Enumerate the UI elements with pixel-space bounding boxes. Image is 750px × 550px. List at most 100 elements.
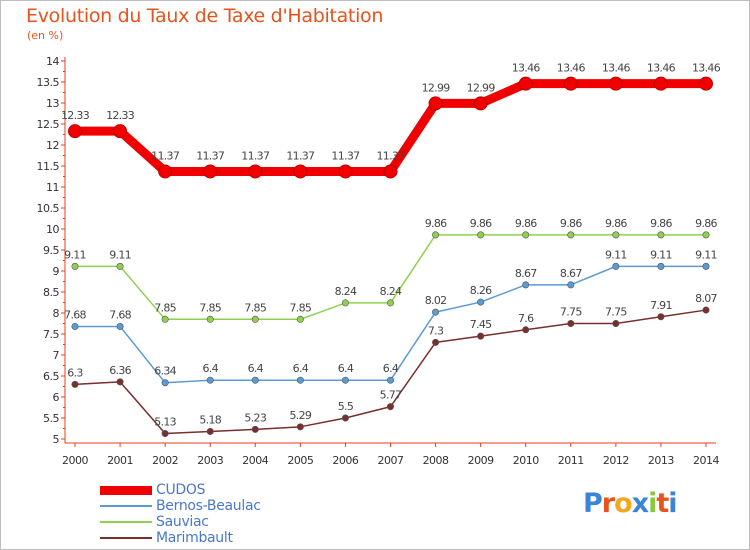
data-label-cudos: 11.37: [331, 149, 360, 162]
data-label-marimbault: 7.75: [605, 306, 627, 319]
data-point-bernos-beaulac: [657, 262, 665, 270]
data-point-sauviac: [341, 299, 349, 307]
data-point-marimbault: [522, 326, 530, 334]
data-point-bernos-beaulac: [296, 376, 304, 384]
x-tick-label: 2004: [242, 454, 268, 467]
data-label-sauviac: 7.85: [154, 301, 176, 314]
data-point-marimbault: [702, 306, 710, 314]
data-label-sauviac: 8.24: [335, 285, 357, 298]
data-label-bernos-beaulac: 8.02: [425, 294, 447, 307]
x-tick-label: 2007: [378, 454, 404, 467]
legend-label-marimbault: Marimbault: [156, 530, 233, 546]
data-label-sauviac: 8.24: [380, 285, 402, 298]
data-label-bernos-beaulac: 8.26: [470, 284, 492, 297]
data-label-sauviac: 9.11: [64, 248, 86, 261]
data-label-cudos: 12.99: [467, 81, 496, 94]
x-tick-label: 2014: [693, 454, 719, 467]
data-point-cudos: [699, 76, 713, 91]
data-point-marimbault: [612, 319, 620, 327]
logo-letter: P: [583, 488, 603, 519]
legend-swatch-marimbault: [100, 537, 152, 539]
data-label-sauviac: 9.86: [515, 217, 537, 230]
data-label-marimbault: 7.91: [650, 299, 672, 312]
data-point-bernos-beaulac: [702, 262, 710, 270]
data-label-bernos-beaulac: 6.4: [203, 362, 219, 375]
data-label-sauviac: 9.86: [695, 217, 717, 230]
data-label-marimbault: 6.3: [67, 366, 83, 379]
data-label-sauviac: 7.85: [199, 301, 221, 314]
legend-swatch-bernos-beaulac: [100, 505, 152, 507]
data-label-bernos-beaulac: 7.68: [64, 308, 86, 321]
data-label-cudos: 11.37: [151, 149, 180, 162]
data-point-cudos: [383, 164, 398, 179]
data-point-marimbault: [567, 319, 575, 327]
data-label-cudos: 12.33: [61, 109, 90, 122]
data-label-sauviac: 9.86: [425, 217, 447, 230]
x-tick-label: 2008: [423, 454, 449, 467]
data-label-cudos: 13.46: [602, 62, 631, 75]
data-label-marimbault: 5.77: [380, 389, 402, 402]
data-point-sauviac: [251, 315, 259, 323]
data-point-marimbault: [657, 313, 665, 321]
data-label-cudos: 12.33: [106, 109, 135, 122]
data-label-bernos-beaulac: 8.67: [515, 267, 537, 280]
data-label-marimbault: 6.36: [109, 364, 131, 377]
x-tick-label: 2003: [197, 454, 223, 467]
data-point-cudos: [68, 124, 82, 139]
data-label-cudos: 13.46: [557, 62, 586, 75]
data-point-marimbault: [432, 338, 440, 346]
data-point-bernos-beaulac: [116, 322, 124, 330]
data-point-cudos: [338, 164, 353, 179]
y-tick-label: 9: [53, 265, 60, 278]
data-label-cudos: 11.37: [286, 149, 315, 162]
data-label-marimbault: 7.6: [518, 312, 534, 325]
data-point-cudos: [608, 76, 623, 91]
data-label-marimbault: 5.18: [199, 413, 221, 426]
y-tick-label: 9.5: [43, 244, 59, 257]
data-point-cudos: [203, 164, 218, 179]
y-tick-label: 12.5: [37, 118, 60, 131]
data-label-marimbault: 5.5: [338, 400, 354, 413]
data-point-bernos-beaulac: [161, 379, 169, 387]
data-label-marimbault: 5.29: [290, 409, 312, 422]
data-point-cudos: [113, 124, 128, 139]
data-point-sauviac: [612, 231, 620, 239]
data-point-marimbault: [386, 403, 394, 411]
data-label-sauviac: 9.86: [560, 217, 582, 230]
legend-label-cudos: CUDOS: [156, 482, 206, 498]
data-label-bernos-beaulac: 6.34: [154, 365, 176, 378]
x-tick-label: 2001: [107, 454, 133, 467]
y-tick-label: 10: [46, 223, 59, 236]
data-point-bernos-beaulac: [206, 376, 214, 384]
data-label-cudos: 13.46: [692, 62, 721, 75]
legend-label-bernos-beaulac: Bernos-Beaulac: [156, 498, 261, 514]
x-tick-label: 2005: [287, 454, 313, 467]
data-label-bernos-beaulac: 6.4: [293, 362, 309, 375]
y-tick-label: 14: [46, 55, 59, 68]
data-point-marimbault: [341, 414, 349, 422]
data-point-sauviac: [161, 315, 169, 323]
logo-letter: x: [631, 488, 649, 519]
data-label-sauviac: 9.11: [109, 248, 131, 261]
y-tick-label: 5: [53, 433, 60, 446]
y-tick-label: 13.5: [37, 76, 60, 89]
data-label-bernos-beaulac: 6.4: [248, 362, 264, 375]
data-point-bernos-beaulac: [341, 376, 349, 384]
data-point-marimbault: [296, 423, 304, 431]
legend-swatch-cudos: [100, 486, 152, 495]
logo-letter: r: [601, 488, 615, 519]
data-label-sauviac: 9.86: [605, 217, 627, 230]
x-tick-label: 2000: [62, 454, 88, 467]
x-tick-label: 2006: [332, 454, 358, 467]
x-tick-label: 2012: [603, 454, 629, 467]
data-label-bernos-beaulac: 9.11: [695, 248, 717, 261]
data-point-sauviac: [522, 231, 530, 239]
y-tick-label: 11: [46, 181, 59, 194]
data-label-bernos-beaulac: 6.4: [383, 362, 399, 375]
logo-letter: i: [648, 488, 657, 519]
y-tick-label: 6.5: [43, 370, 59, 383]
data-point-sauviac: [567, 231, 575, 239]
data-point-sauviac: [432, 231, 440, 239]
